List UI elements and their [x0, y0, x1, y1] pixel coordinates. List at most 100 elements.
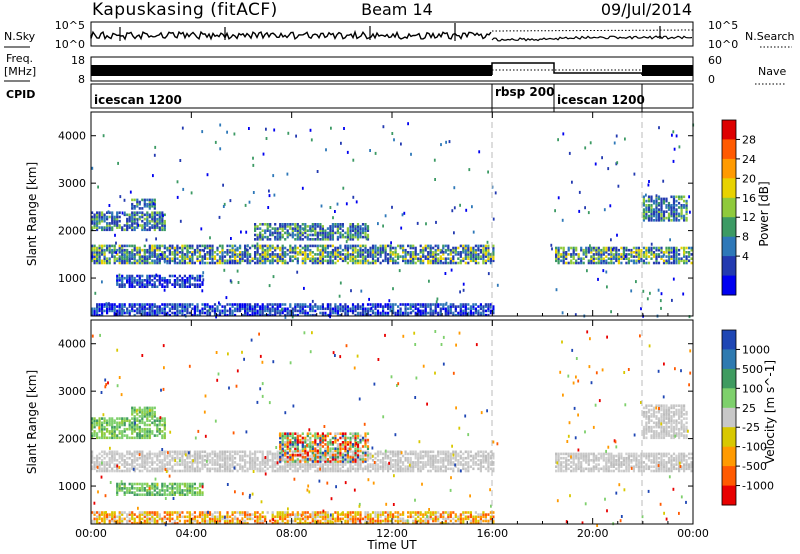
power-cell — [239, 255, 242, 258]
velocity-cell — [226, 465, 229, 468]
velocity-cell — [98, 417, 101, 420]
power-cell — [299, 227, 302, 230]
power-cell — [218, 303, 222, 306]
power-cell — [336, 246, 339, 250]
power-cell — [324, 244, 327, 248]
velocity-cell — [251, 465, 254, 468]
power-cell — [620, 253, 623, 256]
velocity-cell — [91, 417, 94, 420]
velocity-cell — [151, 456, 154, 460]
velocity-cell — [123, 493, 126, 496]
power-cell — [477, 244, 480, 248]
velocity-cell — [467, 463, 470, 466]
velocity-cell — [331, 463, 334, 466]
power-cell — [645, 206, 648, 209]
power-cell — [141, 283, 144, 286]
velocity-cell — [163, 463, 166, 466]
power-cell — [244, 253, 247, 256]
power-cell — [259, 305, 262, 308]
power-cell — [311, 223, 314, 226]
power-cell — [351, 244, 355, 248]
velocity-cell — [123, 463, 126, 466]
velocity-cell — [131, 484, 134, 488]
velocity-cell — [429, 461, 432, 464]
power-speck — [229, 199, 232, 203]
velocity-cell — [163, 450, 166, 454]
velocity-cell — [389, 461, 392, 464]
velocity-cell — [106, 421, 109, 425]
power-cell — [148, 248, 151, 252]
power-cell — [404, 251, 407, 254]
velocity-cell — [186, 452, 189, 456]
power-cell — [93, 217, 96, 221]
power-cell — [336, 225, 339, 228]
power-cell — [296, 305, 299, 308]
velocity-cell — [296, 458, 299, 461]
velocity-cell — [241, 467, 244, 471]
velocity-cell — [198, 461, 202, 464]
power-cell — [685, 216, 688, 220]
velocity-cell — [131, 465, 134, 468]
power-speck — [551, 247, 553, 251]
velocity-cell — [186, 493, 189, 496]
velocity-cell — [166, 484, 169, 488]
velocity-cell — [254, 465, 257, 468]
velocity-cell — [256, 450, 259, 454]
power-cell — [652, 251, 656, 254]
velocity-cell — [106, 419, 109, 422]
power-cell — [311, 305, 314, 308]
velocity-cell — [221, 469, 224, 473]
power-cell — [637, 248, 640, 252]
power-cell — [572, 248, 575, 252]
power-cell — [186, 311, 189, 315]
power-cell — [557, 246, 560, 250]
power-cell — [193, 279, 196, 282]
velocity-cell — [289, 432, 292, 435]
velocity-cell — [286, 469, 289, 473]
velocity-cell — [294, 460, 297, 463]
velocity-cell — [183, 461, 186, 464]
power-cell — [637, 246, 640, 250]
power-cell — [178, 246, 181, 250]
velocity-cell — [151, 408, 154, 412]
power-cell — [236, 255, 239, 258]
power-cell — [472, 251, 475, 254]
power-cell — [324, 238, 327, 241]
power-cell — [314, 225, 317, 228]
power-cell — [329, 305, 332, 308]
power-cell — [126, 274, 129, 278]
power-cell — [635, 261, 638, 265]
velocity-cell — [176, 487, 179, 490]
velocity-cell — [244, 465, 247, 468]
velocity-cell — [166, 461, 169, 464]
velocity-cell — [141, 427, 144, 431]
power-cell — [429, 261, 432, 265]
velocity-cell — [392, 450, 395, 454]
power-cell — [93, 219, 96, 223]
power-cell — [642, 246, 645, 250]
power-cell — [116, 305, 119, 308]
velocity-cell — [173, 450, 176, 454]
power-cell — [173, 255, 176, 258]
power-cell — [665, 259, 668, 263]
power-cell — [168, 274, 171, 278]
power-cell — [369, 246, 372, 250]
power-cell — [151, 226, 154, 229]
power-cell — [111, 307, 114, 311]
power-cell — [151, 307, 154, 311]
power-cell — [93, 251, 96, 254]
power-cell — [344, 246, 347, 250]
power-speck — [145, 238, 148, 242]
power-cell — [479, 305, 482, 308]
velocity-cell — [474, 461, 477, 464]
power-cell — [487, 244, 490, 248]
power-cell — [346, 229, 349, 232]
power-cell — [193, 283, 196, 286]
power-cell — [647, 195, 651, 199]
power-cell — [560, 255, 563, 258]
power-cell — [688, 255, 691, 258]
velocity-cell — [151, 406, 154, 410]
velocity-cell — [206, 454, 209, 458]
power-cell — [620, 261, 623, 265]
